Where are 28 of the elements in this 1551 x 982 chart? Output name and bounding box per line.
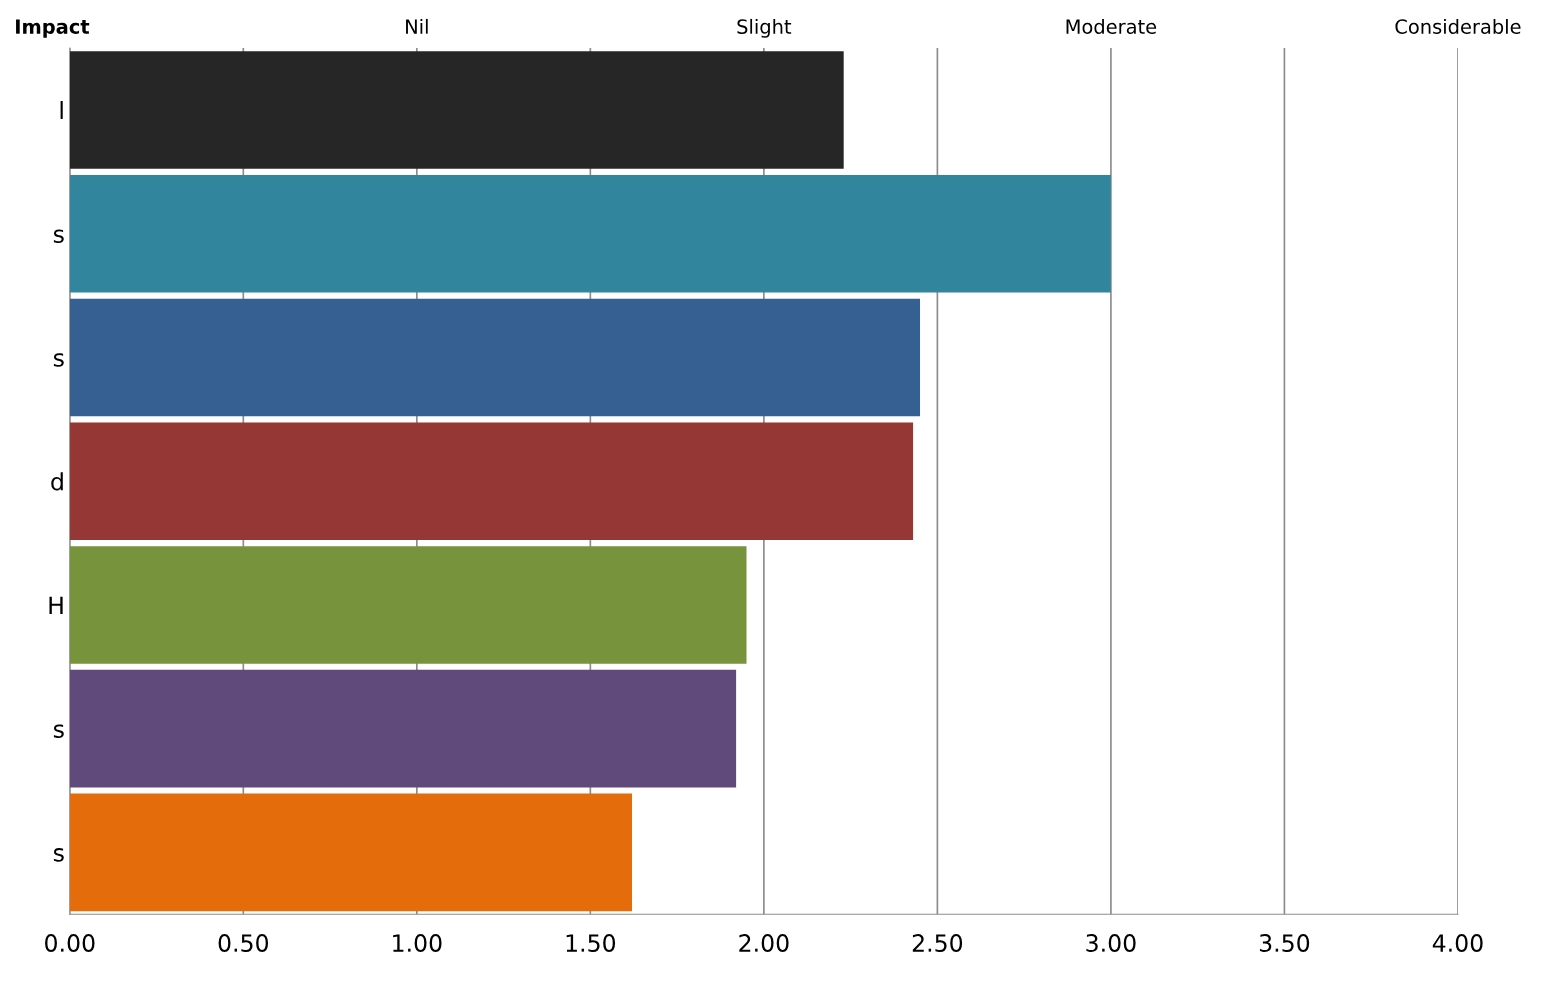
bar	[69, 422, 914, 540]
bar	[69, 51, 844, 169]
y-tick-label: d	[51, 472, 63, 491]
bar	[69, 546, 747, 664]
x-tick-label: 3.50	[1259, 934, 1310, 952]
bar	[69, 793, 632, 912]
x-tick-label: 2.50	[912, 934, 963, 952]
y-tick-label: s	[53, 353, 64, 367]
x-tick-label: 1.50	[566, 934, 616, 952]
bar	[69, 669, 737, 788]
x-tick-label: 4.00	[1432, 934, 1483, 952]
text: Slight	[737, 18, 792, 38]
x-tick-label: 0.50	[218, 934, 269, 952]
y-tick-label: s	[53, 724, 64, 738]
y-tick-label: l	[60, 101, 63, 119]
x-tick-label: 0.00	[45, 934, 95, 952]
text: Considerable	[1395, 18, 1521, 34]
text: Moderate	[1066, 18, 1157, 34]
text: Impact	[16, 19, 90, 38]
y-tick-label: s	[53, 848, 64, 862]
bar	[69, 298, 921, 417]
y-tick-label: H	[49, 596, 63, 614]
text: Nil	[406, 18, 428, 34]
x-tick-label: 1.00	[393, 934, 442, 952]
y-tick-label: s	[53, 229, 64, 244]
x-tick-label: 3.00	[1086, 934, 1136, 952]
bar	[69, 174, 1111, 293]
x-tick-label: 2.00	[739, 934, 789, 952]
